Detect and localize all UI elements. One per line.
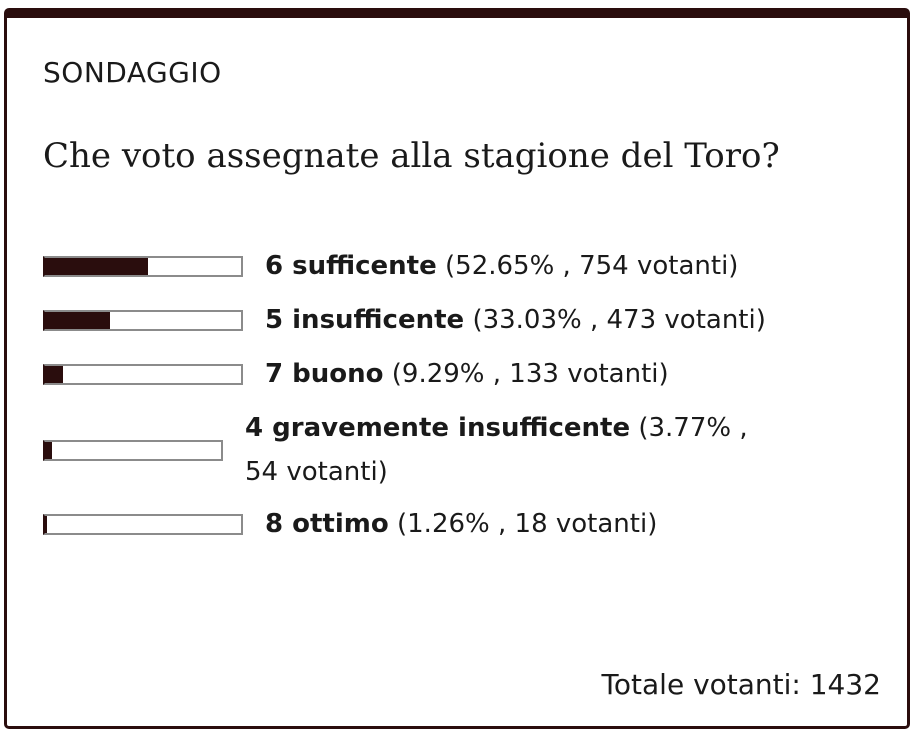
option-label: 7 buono	[265, 359, 384, 389]
poll-question: Che voto assegnate alla stagione del Tor…	[43, 136, 780, 176]
option-label: 6 sufficente	[265, 251, 437, 281]
option-stats: (1.26% , 18 votanti)	[397, 509, 658, 539]
result-bar	[43, 513, 243, 535]
poll-option[interactable]: 7 buono (9.29% , 133 votanti)	[43, 352, 669, 396]
option-label: 8 ottimo	[265, 509, 389, 539]
option-stats: (3.77% , 54 votanti)	[245, 413, 748, 487]
result-bar	[43, 439, 223, 461]
result-bar	[43, 309, 243, 331]
result-bar-fill	[45, 515, 48, 533]
result-bar-fill	[45, 257, 149, 275]
result-bar	[43, 255, 243, 277]
option-stats: (9.29% , 133 votanti)	[391, 359, 669, 389]
option-label: 4 gravemente insufficente	[245, 413, 631, 443]
option-label: 5 insufficente	[265, 305, 465, 335]
result-bar	[43, 363, 243, 385]
result-bar-fill	[45, 365, 64, 383]
option-stats: (33.03% , 473 votanti)	[472, 305, 766, 335]
poll-option[interactable]: 8 ottimo (1.26% , 18 votanti)	[43, 502, 657, 546]
total-voters: Totale votanti: 1432	[601, 668, 881, 701]
option-stats: (52.65% , 754 votanti)	[445, 251, 739, 281]
poll-option[interactable]: 5 insufficente (33.03% , 473 votanti)	[43, 298, 766, 342]
result-bar-fill	[45, 441, 52, 459]
poll-option[interactable]: 4 gravemente insufficente (3.77% , 54 vo…	[43, 406, 785, 494]
result-bar-fill	[45, 311, 110, 329]
poll-option[interactable]: 6 sufficente (52.65% , 754 votanti)	[43, 244, 738, 288]
poll-label: SONDAGGIO	[43, 56, 222, 89]
poll-card: SONDAGGIO Che voto assegnate alla stagio…	[4, 8, 910, 729]
